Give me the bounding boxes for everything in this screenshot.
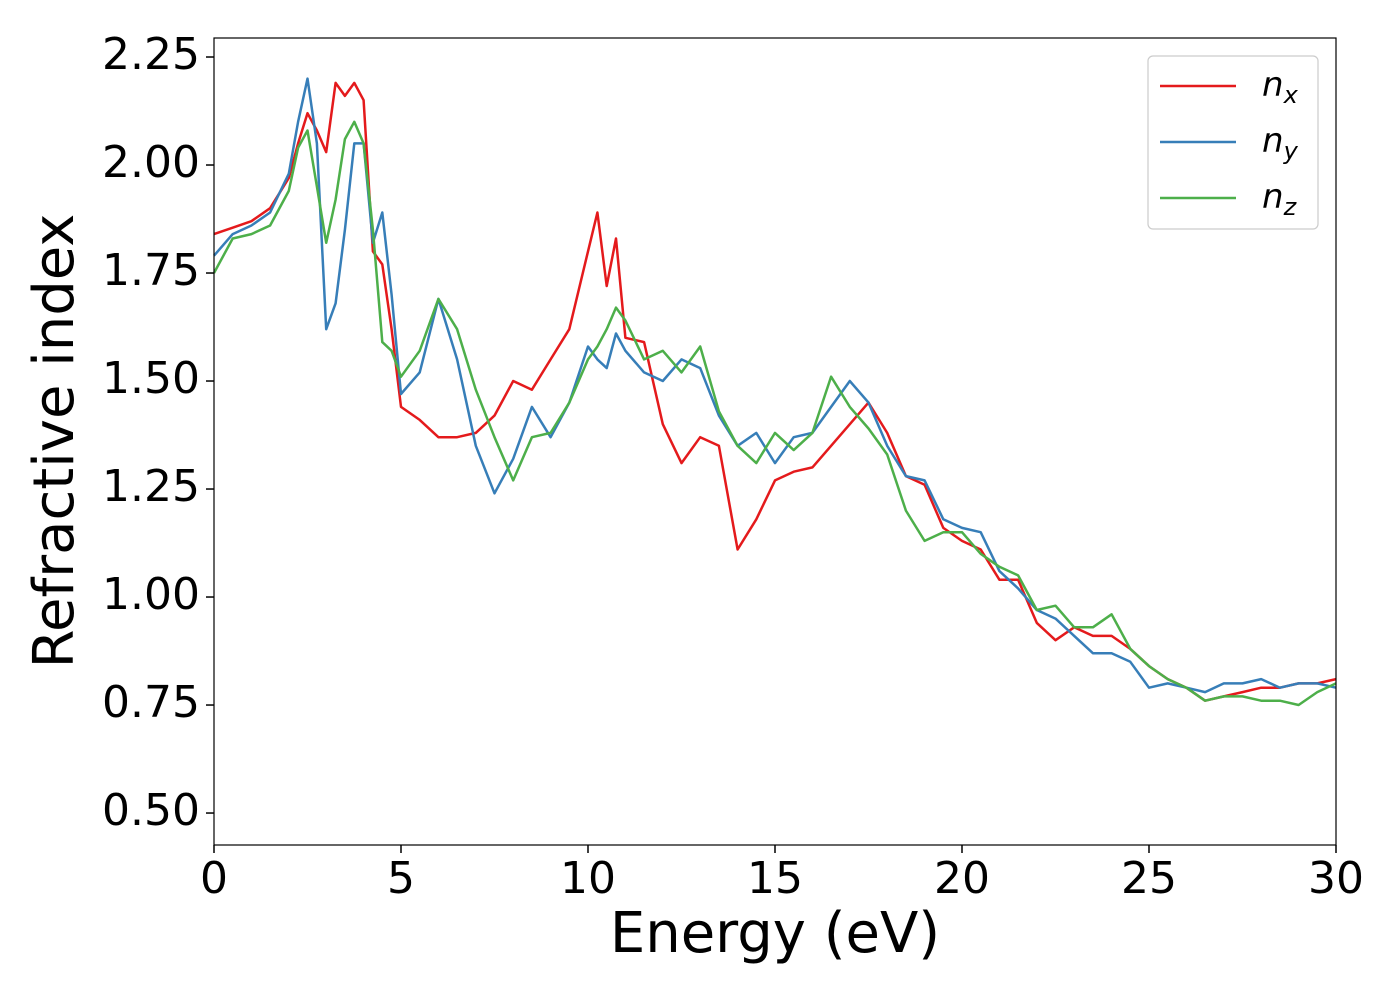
- x-axis-label: Energy (eV): [610, 901, 940, 966]
- y-tick-label: 0.50: [102, 785, 200, 836]
- y-axis-label: Refractive index: [22, 214, 87, 669]
- y-tick-label: 1.75: [102, 245, 200, 296]
- x-tick-label: 0: [200, 853, 228, 904]
- series-line: [213, 77, 1337, 694]
- y-tick-label: 2.25: [102, 29, 200, 80]
- legend-label: nz: [1262, 177, 1298, 222]
- x-tick-label: 15: [747, 853, 803, 904]
- legend-label: ny: [1262, 121, 1299, 166]
- series-line: [213, 81, 1337, 702]
- series-line: [212, 120, 1337, 707]
- x-tick-label: 10: [560, 853, 616, 904]
- x-tick-label: 25: [1121, 853, 1177, 904]
- y-tick-label: 0.75: [102, 677, 200, 728]
- x-tick-label: 30: [1308, 853, 1364, 904]
- y-tick-label: 1.25: [102, 461, 200, 512]
- y-tick-label: 1.50: [102, 353, 200, 404]
- legend-label: nx: [1262, 65, 1299, 110]
- x-tick-label: 20: [934, 853, 990, 904]
- y-tick-label: 2.00: [102, 137, 200, 188]
- x-tick-label: 5: [387, 853, 415, 904]
- y-tick-label: 1.00: [102, 569, 200, 620]
- plot-frame: [213, 37, 1337, 846]
